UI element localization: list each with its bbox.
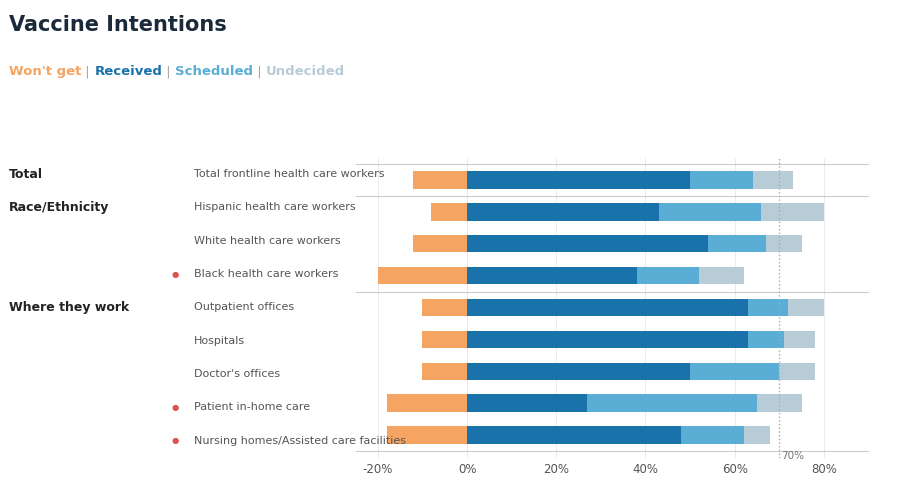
Bar bbox=[467, 267, 636, 284]
Bar bbox=[467, 394, 588, 412]
Bar bbox=[467, 203, 659, 220]
Bar bbox=[779, 362, 815, 380]
Bar bbox=[636, 267, 699, 284]
Bar bbox=[431, 203, 467, 220]
Bar bbox=[588, 394, 757, 412]
Bar bbox=[387, 394, 467, 412]
Text: Total: Total bbox=[9, 168, 43, 180]
Bar bbox=[422, 330, 467, 348]
Text: Vaccine Intentions: Vaccine Intentions bbox=[9, 15, 227, 35]
Text: Outpatient offices: Outpatient offices bbox=[194, 302, 293, 312]
Bar bbox=[690, 171, 752, 188]
Text: |: | bbox=[253, 65, 266, 78]
Text: White health care workers: White health care workers bbox=[194, 236, 340, 246]
Text: |: | bbox=[162, 65, 175, 78]
Text: Undecided: Undecided bbox=[266, 65, 345, 78]
Text: Received: Received bbox=[94, 65, 162, 78]
Bar bbox=[422, 362, 467, 380]
Bar bbox=[752, 171, 793, 188]
Bar bbox=[681, 426, 743, 444]
Bar bbox=[788, 298, 824, 316]
Bar bbox=[757, 394, 802, 412]
Bar bbox=[467, 298, 748, 316]
Bar bbox=[784, 330, 815, 348]
Bar bbox=[766, 235, 802, 252]
Bar bbox=[467, 235, 708, 252]
Text: ●: ● bbox=[172, 403, 179, 412]
Text: Nursing homes/Assisted care facilities: Nursing homes/Assisted care facilities bbox=[194, 436, 406, 446]
Text: ●: ● bbox=[172, 436, 179, 446]
Bar bbox=[690, 362, 779, 380]
Bar bbox=[659, 203, 761, 220]
Bar bbox=[467, 330, 748, 348]
Bar bbox=[699, 267, 743, 284]
Bar bbox=[467, 362, 690, 380]
Text: Where they work: Where they work bbox=[9, 301, 130, 314]
Text: Black health care workers: Black health care workers bbox=[194, 269, 338, 279]
Bar bbox=[378, 267, 467, 284]
Text: Scheduled: Scheduled bbox=[175, 65, 253, 78]
Bar bbox=[422, 298, 467, 316]
Text: Hospitals: Hospitals bbox=[194, 336, 245, 346]
Bar bbox=[387, 426, 467, 444]
Text: ●: ● bbox=[172, 270, 179, 278]
Text: Patient in-home care: Patient in-home care bbox=[194, 402, 310, 412]
Text: 70%: 70% bbox=[781, 451, 805, 461]
Bar bbox=[708, 235, 766, 252]
Text: |: | bbox=[81, 65, 94, 78]
Text: Hispanic health care workers: Hispanic health care workers bbox=[194, 202, 356, 212]
Bar bbox=[748, 330, 784, 348]
Text: Total frontline health care workers: Total frontline health care workers bbox=[194, 169, 384, 179]
Bar bbox=[761, 203, 824, 220]
Bar bbox=[413, 171, 467, 188]
Bar bbox=[467, 171, 690, 188]
Bar bbox=[743, 426, 770, 444]
Text: Doctor's offices: Doctor's offices bbox=[194, 369, 280, 379]
Bar bbox=[748, 298, 788, 316]
Text: Won't get: Won't get bbox=[9, 65, 81, 78]
Text: Race/Ethnicity: Race/Ethnicity bbox=[9, 201, 110, 214]
Bar bbox=[413, 235, 467, 252]
Bar bbox=[467, 426, 681, 444]
